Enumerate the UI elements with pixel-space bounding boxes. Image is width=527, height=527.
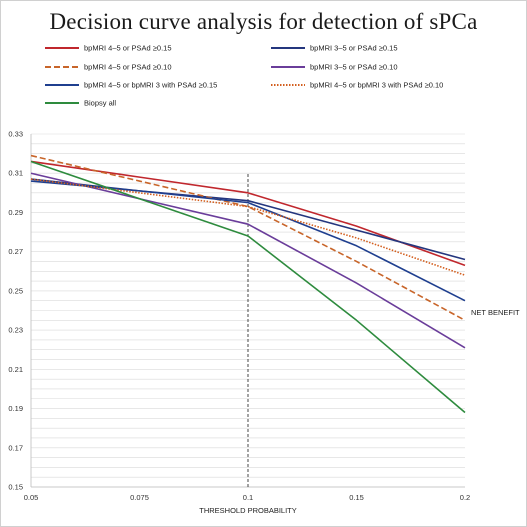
y-tick-label: 0.27 (8, 247, 23, 256)
x-tick-label: 0.2 (460, 493, 470, 502)
series-line-6 (30, 178, 466, 276)
x-tick-label: 0.15 (349, 493, 364, 502)
y-tick-labels: 0.15 0.17 0.19 0.21 0.23 0.25 0.27 0.29 0.31 0.33 (8, 130, 23, 492)
y-tick-label: 0.25 (8, 286, 23, 295)
x-axis-label: THRESHOLD PROBABILITY (199, 506, 297, 515)
legend-label: bpMRI 4–5 or bpMRI 3 with PSAd ≥0.15 (84, 81, 217, 90)
series-line-4 (30, 172, 466, 349)
chart-title: Decision curve analysis for detection of… (49, 9, 478, 34)
y-tick-label: 0.31 (8, 169, 23, 178)
legend-label: bpMRI 3–5 or PSAd ≥0.15 (310, 44, 398, 53)
legend-label: bpMRI 3–5 or PSAd ≥0.10 (310, 63, 398, 72)
x-tick-label: 0.075 (130, 493, 149, 502)
net-benefit-annotation: NET BENEFIT (471, 308, 520, 317)
legend-label: bpMRI 4–5 or PSAd ≥0.10 (84, 63, 172, 72)
legend: bpMRI 4–5 or PSAd ≥0.15 bpMRI 3–5 or PSAd… (45, 44, 443, 108)
y-tick-label: 0.17 (8, 443, 23, 452)
legend-label: bpMRI 4–5 or bpMRI 3 with PSAd ≥0.10 (310, 81, 443, 90)
x-tick-labels: 0.05 0.075 0.1 0.15 0.2 (24, 493, 471, 502)
legend-label: Biopsy all (84, 99, 116, 108)
y-tick-label: 0.19 (8, 404, 23, 413)
series-line-3 (30, 154, 466, 322)
series-line-7 (30, 160, 466, 414)
y-tick-label: 0.21 (8, 365, 23, 374)
x-tick-label: 0.05 (24, 493, 39, 502)
series-layer (30, 154, 466, 414)
y-tick-label: 0.23 (8, 326, 23, 335)
y-tick-label: 0.15 (8, 483, 23, 492)
x-tick-label: 0.1 (243, 493, 253, 502)
y-tick-label: 0.29 (8, 208, 23, 217)
legend-label: bpMRI 4–5 or PSAd ≥0.15 (84, 44, 172, 53)
y-tick-label: 0.33 (8, 130, 23, 139)
